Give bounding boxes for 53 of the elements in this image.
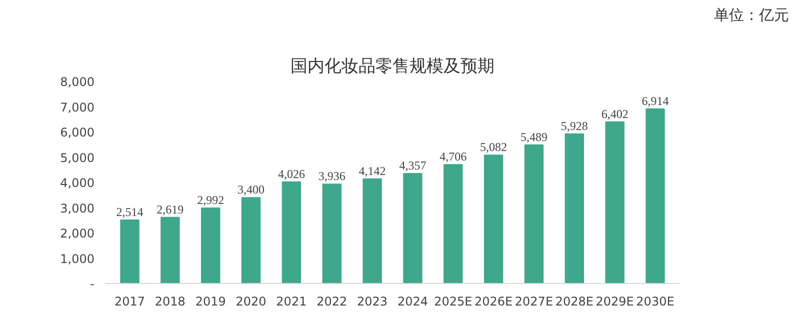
bar (646, 108, 665, 284)
chart-title: 国内化妆品零售规模及预期 (290, 56, 494, 77)
y-tick-label: 8,000 (60, 75, 95, 90)
bar (322, 184, 342, 284)
bar (160, 217, 180, 284)
y-tick-label: 6,000 (60, 126, 95, 140)
data-label: 4,706 (440, 150, 467, 164)
bar (362, 178, 382, 284)
x-tick-label: 2017 (114, 294, 146, 309)
x-tick-label: 2024 (397, 294, 428, 309)
x-tick-label: 2028E (555, 294, 594, 309)
x-tick-label: 2030E (636, 294, 674, 309)
data-label: 2,514 (116, 205, 144, 220)
bar (241, 198, 261, 284)
y-tick-label: 7,000 (60, 100, 95, 115)
data-label: 5,082 (480, 140, 508, 155)
text: 单位：亿元 (714, 5, 789, 26)
bar (605, 122, 624, 284)
x-tick-label: 2025E (434, 294, 472, 309)
bar (444, 164, 463, 284)
x-tick-label: 2023 (357, 294, 388, 309)
bar (524, 144, 544, 284)
bar (120, 220, 140, 284)
y-tick-label: 5,000 (60, 151, 95, 166)
data-label: 3,936 (318, 170, 346, 184)
data-label: 4,142 (358, 164, 386, 178)
x-tick-label: 2029E (596, 294, 634, 309)
x-tick-label: 2020 (236, 294, 266, 309)
data-label: 5,489 (520, 130, 548, 144)
y-tick-label: 2,000 (60, 226, 95, 241)
data-label: 2,992 (197, 193, 224, 208)
y-tick-label: 3,000 (60, 202, 95, 216)
x-tick-label: 2018 (154, 294, 186, 309)
bar (403, 173, 422, 284)
x-tick-label: 2021 (276, 294, 307, 309)
data-label: 3,400 (238, 183, 265, 198)
data-label: 6,402 (601, 107, 628, 122)
bar (564, 134, 584, 284)
data-label: 6,914 (642, 94, 669, 108)
data-label: 4,026 (278, 167, 305, 182)
x-tick-label: 2026E (474, 294, 513, 309)
x-tick-label: 2022 (316, 294, 348, 309)
y-tick-label: 1,000 (60, 252, 95, 266)
data-label: 5,928 (560, 119, 588, 134)
data-label: 2,619 (156, 202, 184, 217)
x-tick-label: 2019 (195, 294, 226, 309)
y-tick-label: 4,000 (60, 176, 95, 190)
y-tick-label: - (90, 277, 95, 292)
bar (201, 208, 220, 284)
x-tick-label: 2027E (514, 294, 554, 309)
bar (282, 182, 302, 284)
data-label: 4,357 (399, 158, 426, 173)
bar (484, 155, 504, 284)
